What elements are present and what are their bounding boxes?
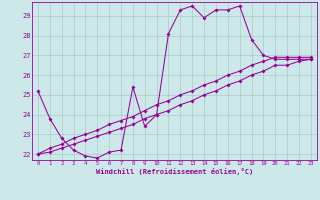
X-axis label: Windchill (Refroidissement éolien,°C): Windchill (Refroidissement éolien,°C) — [96, 168, 253, 175]
